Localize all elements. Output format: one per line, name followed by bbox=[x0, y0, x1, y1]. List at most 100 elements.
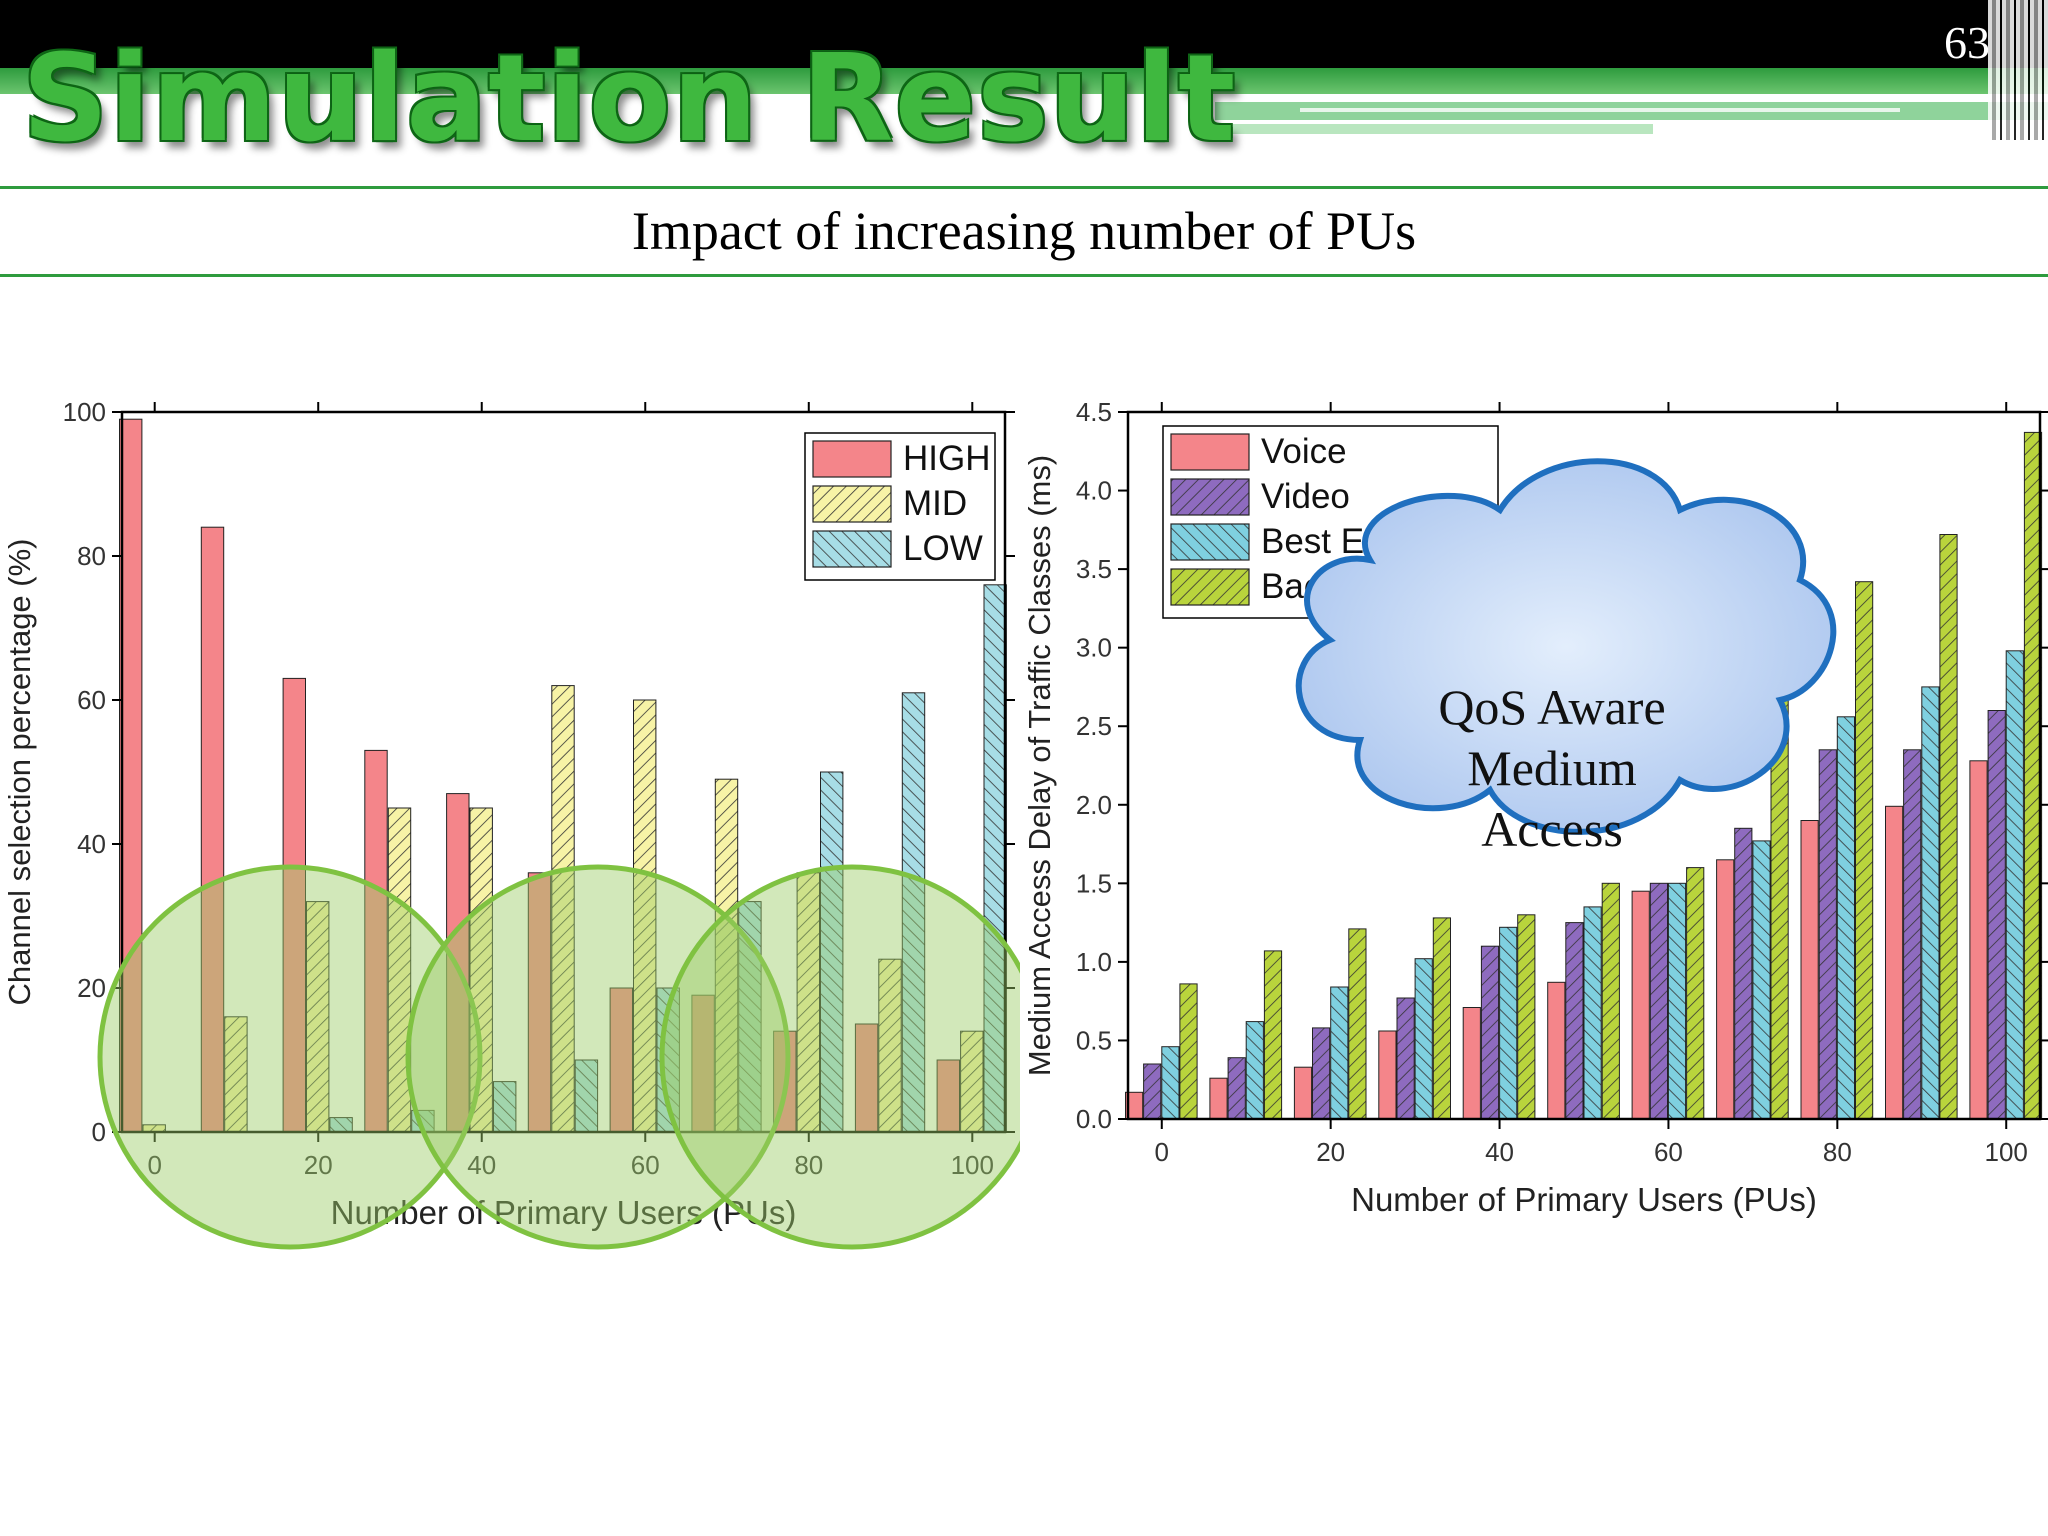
y-tick-label: 2.0 bbox=[1076, 790, 1112, 820]
bar-video-40 bbox=[1480, 945, 1500, 1120]
top-black-bar bbox=[0, 0, 2048, 68]
plot-frame bbox=[1126, 410, 2042, 1121]
bar-best-effort-100 bbox=[2005, 650, 2024, 1120]
legend-label-low: LOW bbox=[903, 529, 983, 568]
slide-title: Simulation Result bbox=[22, 30, 1237, 169]
legend-swatch-voice bbox=[1170, 433, 1250, 471]
title-green-band bbox=[0, 68, 2048, 94]
bar-video-30 bbox=[1396, 997, 1415, 1120]
bar-best-effort-10 bbox=[1245, 1021, 1264, 1120]
x-tick-label: 0 bbox=[1155, 1137, 1169, 1167]
bar-voice-90 bbox=[1885, 805, 1904, 1120]
plot-frame bbox=[120, 410, 1007, 1134]
x-tick-label: 40 bbox=[467, 1150, 496, 1180]
x-tick-label: 60 bbox=[631, 1150, 660, 1180]
y-tick-label: 1.0 bbox=[1076, 947, 1112, 977]
bar-best-effort-0 bbox=[1161, 1046, 1180, 1120]
x-tick-label: 100 bbox=[1985, 1137, 2028, 1167]
x-axis-label: Number of Primary Users (PUs) bbox=[1351, 1181, 1817, 1218]
cloud-text-line-2: Medium bbox=[1467, 740, 1637, 796]
x-tick-label: 20 bbox=[304, 1150, 333, 1180]
bar-best-effort-40 bbox=[1499, 926, 1518, 1120]
slide-subtitle: Impact of increasing number of PUs bbox=[631, 201, 1417, 261]
x-tick-label: 60 bbox=[1654, 1137, 1683, 1167]
bar-video-90 bbox=[1903, 749, 1922, 1120]
bar-video-100 bbox=[1987, 710, 2006, 1120]
bar-best-effort-80 bbox=[1836, 716, 1855, 1120]
y-tick-label: 0.5 bbox=[1076, 1025, 1112, 1055]
bar-best-effort-60 bbox=[1667, 882, 1687, 1120]
legend-label-video: Video bbox=[1261, 477, 1350, 516]
bar-voice-40 bbox=[1462, 1007, 1481, 1120]
bar-voice-50 bbox=[1547, 981, 1566, 1120]
bar-video-0 bbox=[1143, 1063, 1162, 1120]
x-axis-label: Number of Primary Users (PUs) bbox=[331, 1194, 797, 1231]
y-tick-label: 1.5 bbox=[1076, 868, 1112, 898]
y-tick-label: 20 bbox=[77, 973, 106, 1003]
bar-voice-100 bbox=[1969, 760, 1988, 1120]
legend-swatch-background bbox=[1170, 568, 1250, 606]
channel-selection-chart: 0 20 40 60 80 100 0 20 40 60 80 100 Number of Primar… bbox=[2, 397, 1020, 1250]
legend-label-voice: Voice bbox=[1261, 432, 1347, 471]
y-tick-label: 3.5 bbox=[1076, 554, 1112, 584]
x-tick-label: 20 bbox=[1316, 1137, 1345, 1167]
cloud-text-line-1: QoS Aware bbox=[1438, 679, 1665, 735]
y-tick-label: 4.5 bbox=[1076, 397, 1112, 427]
legend-swatch-high bbox=[812, 440, 892, 478]
bar-background-0 bbox=[1179, 983, 1198, 1120]
slide-number: 63 bbox=[1944, 17, 1990, 68]
x-tick-label: 100 bbox=[951, 1150, 994, 1180]
bar-video-20 bbox=[1312, 1027, 1331, 1120]
bar-voice-60 bbox=[1631, 890, 1650, 1120]
x-tick-label: 0 bbox=[147, 1150, 161, 1180]
y-tick-label: 60 bbox=[77, 685, 106, 715]
bar-background-10 bbox=[1263, 950, 1283, 1120]
x-tick-label: 80 bbox=[1823, 1137, 1852, 1167]
y-axis-label: Channel selection percentage (%) bbox=[2, 539, 37, 1006]
y-tick-label: 100 bbox=[63, 397, 106, 427]
y-tick-label: 0.0 bbox=[1076, 1104, 1112, 1134]
cloud-shape bbox=[1295, 458, 1837, 835]
legend: HIGH MID LOW bbox=[804, 432, 996, 581]
legend-label-high: HIGH bbox=[903, 439, 991, 478]
bar-best-effort-20 bbox=[1330, 986, 1349, 1120]
bar-background-30 bbox=[1432, 917, 1451, 1120]
bar-voice-70 bbox=[1716, 859, 1735, 1120]
y-tick-label: 40 bbox=[77, 829, 106, 859]
x-tick-label: 40 bbox=[1485, 1137, 1514, 1167]
bar-best-effort-90 bbox=[1921, 686, 1940, 1120]
decor-vertical-bars bbox=[1988, 0, 2048, 140]
legend-swatch-best-effort bbox=[1170, 523, 1250, 561]
highlight-circle-2 bbox=[405, 864, 791, 1250]
subtitle-rule bbox=[0, 274, 2048, 277]
legend-swatch-video bbox=[1170, 478, 1250, 516]
y-axis-label: Medium Access Delay of Traffic Classes (… bbox=[1022, 455, 1057, 1076]
title-rule bbox=[0, 186, 2048, 189]
y-tick-label: 80 bbox=[77, 541, 106, 571]
legend-label-mid: MID bbox=[903, 484, 967, 523]
highlight-circle-3 bbox=[659, 864, 1020, 1250]
legend-swatch-low bbox=[812, 530, 892, 568]
y-tick-label: 0 bbox=[92, 1117, 106, 1147]
bar-voice-30 bbox=[1378, 1030, 1397, 1120]
bar-background-60 bbox=[1686, 867, 1705, 1120]
bar-background-80 bbox=[1855, 581, 1874, 1120]
medium-access-delay-chart: 0.0 0.5 1.0 1.5 2.0 2.5 3.0 3.5 4.0 4.5 0 20 40 60 80 1… bbox=[1022, 397, 2048, 1218]
x-tick-label: 80 bbox=[794, 1150, 823, 1180]
bar-background-40 bbox=[1517, 914, 1536, 1120]
decor-stripe bbox=[1300, 108, 1900, 112]
legend-swatch-mid bbox=[812, 485, 892, 523]
bar-video-70 bbox=[1734, 827, 1753, 1120]
y-tick-label: 4.0 bbox=[1076, 476, 1112, 506]
bar-voice-20 bbox=[1293, 1066, 1313, 1120]
bar-background-50 bbox=[1601, 882, 1620, 1120]
bar-best-effort-30 bbox=[1414, 958, 1433, 1120]
bar-background-90 bbox=[1939, 534, 1958, 1120]
bar-voice-10 bbox=[1209, 1077, 1228, 1120]
bar-video-10 bbox=[1227, 1057, 1246, 1120]
y-tick-label: 2.5 bbox=[1076, 711, 1112, 741]
bar-best-effort-50 bbox=[1583, 906, 1602, 1120]
bar-best-effort-70 bbox=[1752, 840, 1771, 1120]
bar-background-20 bbox=[1348, 928, 1367, 1120]
